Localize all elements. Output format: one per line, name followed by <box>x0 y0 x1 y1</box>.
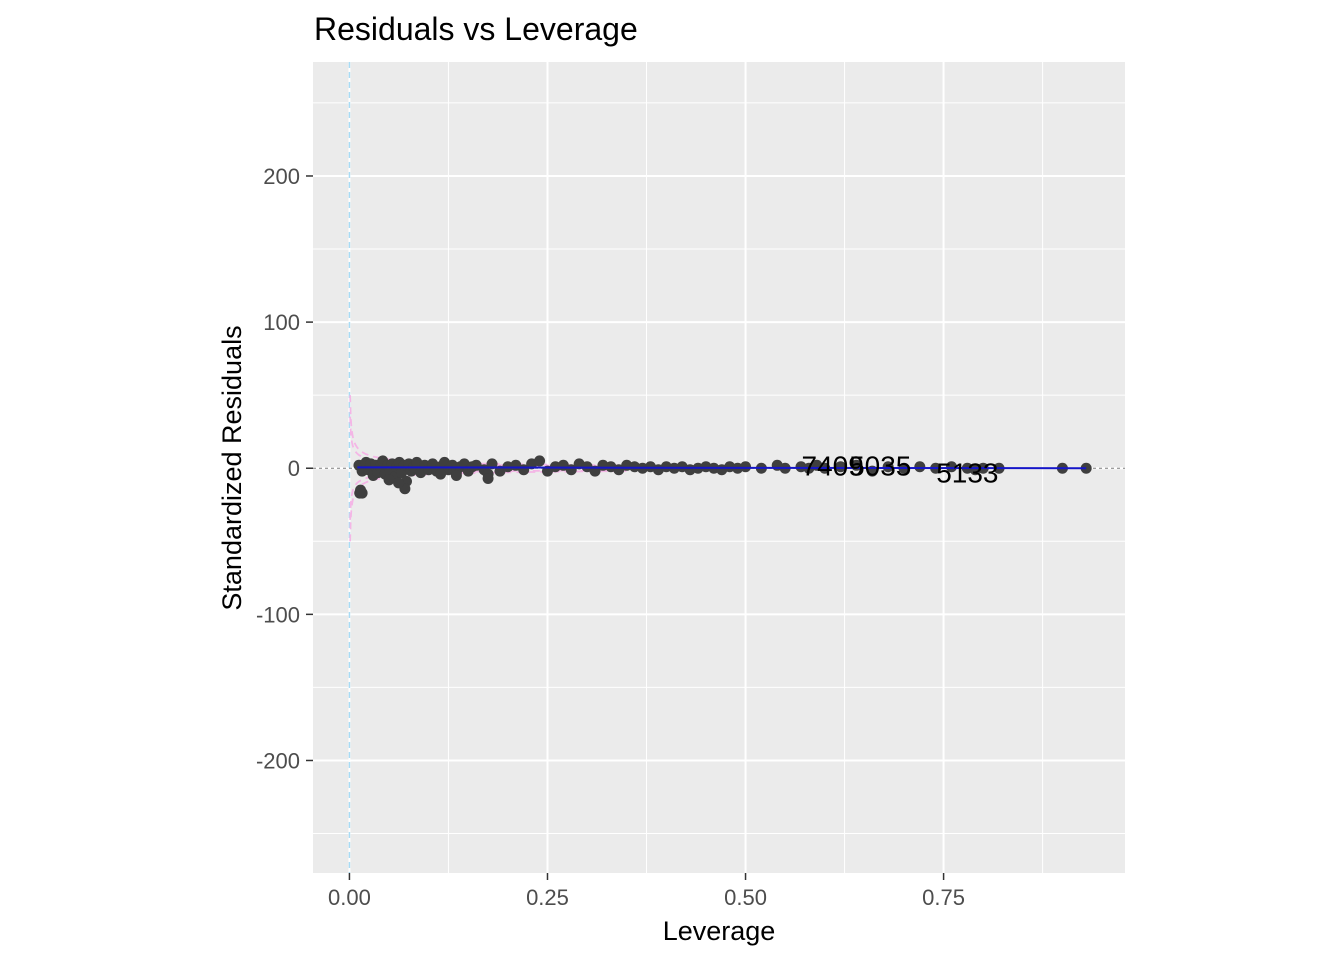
x-tick-label: 0.00 <box>328 885 371 910</box>
x-axis: 0.00 0.25 0.50 0.75 <box>328 873 965 910</box>
data-point <box>740 461 752 473</box>
data-point <box>914 461 926 473</box>
x-tick-label: 0.50 <box>724 885 767 910</box>
y-tick-label: 100 <box>263 310 300 335</box>
chart-title: Residuals vs Leverage <box>314 11 638 47</box>
data-point <box>946 461 958 473</box>
y-tick-label: 0 <box>288 456 300 481</box>
y-tick-label: -200 <box>256 748 300 773</box>
point-label: 5133 <box>936 458 998 489</box>
y-tick-label: 200 <box>263 164 300 189</box>
data-point <box>450 470 462 482</box>
smooth-trend-line <box>357 466 1087 470</box>
x-tick-label: 0.75 <box>922 885 965 910</box>
cooks-contour-line <box>349 470 627 542</box>
data-point <box>383 474 395 486</box>
y-axis-title: Standardized Residuals <box>217 325 247 610</box>
data-point <box>355 484 367 496</box>
y-axis: -200 -100 0 100 200 <box>256 164 313 773</box>
point-label: 7409 <box>802 450 864 481</box>
y-tick-label: -100 <box>256 602 300 627</box>
point-label: 5035 <box>849 450 911 481</box>
data-point <box>534 455 546 467</box>
reference-lines <box>313 62 1125 873</box>
data-point <box>882 461 894 473</box>
data-point <box>435 468 447 480</box>
x-axis-title: Leverage <box>663 916 776 946</box>
x-tick-label: 0.25 <box>526 885 569 910</box>
smooth-line <box>357 466 1087 470</box>
data-point <box>393 477 405 489</box>
data-point <box>835 461 847 473</box>
data-point <box>482 472 494 484</box>
